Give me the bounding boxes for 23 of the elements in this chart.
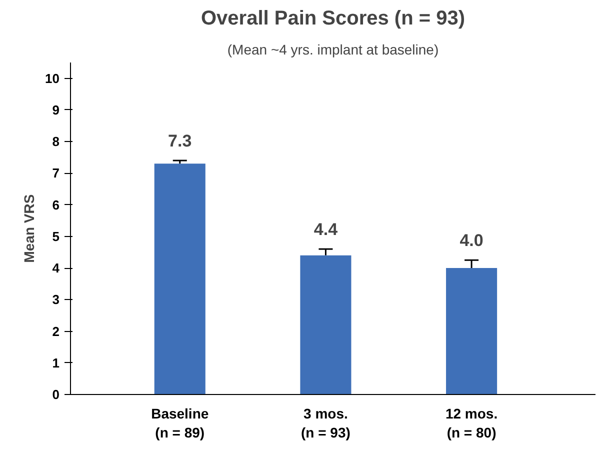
- x-tick-label: 3 mos. (n = 93): [301, 406, 350, 441]
- y-tick-label: 5: [52, 228, 60, 244]
- y-tick-label: 2: [52, 324, 60, 339]
- y-tick-label: 7: [52, 166, 60, 181]
- bar: [154, 164, 206, 394]
- data-label: 7.3: [168, 132, 192, 151]
- chart-title: Overall Pain Scores (n = 93): [200, 8, 466, 30]
- y-tick-label: 8: [52, 134, 60, 150]
- y-tick-label: 4: [52, 260, 60, 276]
- bar: [446, 268, 498, 394]
- chart-subtitle: (Mean ~4 yrs. implant at baseline): [227, 42, 439, 58]
- x-tick-label: 12 mos. (n = 80): [445, 406, 498, 441]
- y-tick-label: 9: [52, 102, 60, 118]
- y-tick-label: 1: [52, 355, 60, 370]
- data-label: 4.0: [460, 231, 484, 250]
- y-tick-label: 6: [52, 197, 60, 212]
- y-tick-label: 3: [52, 292, 60, 308]
- y-axis-title: Mean VRS: [21, 194, 38, 263]
- bar: [300, 255, 352, 394]
- y-tick-label: 0: [52, 387, 60, 402]
- y-tick-label: 10: [45, 70, 60, 86]
- x-tick-label: Baseline (n = 89): [151, 406, 209, 441]
- data-label: 4.4: [314, 220, 338, 240]
